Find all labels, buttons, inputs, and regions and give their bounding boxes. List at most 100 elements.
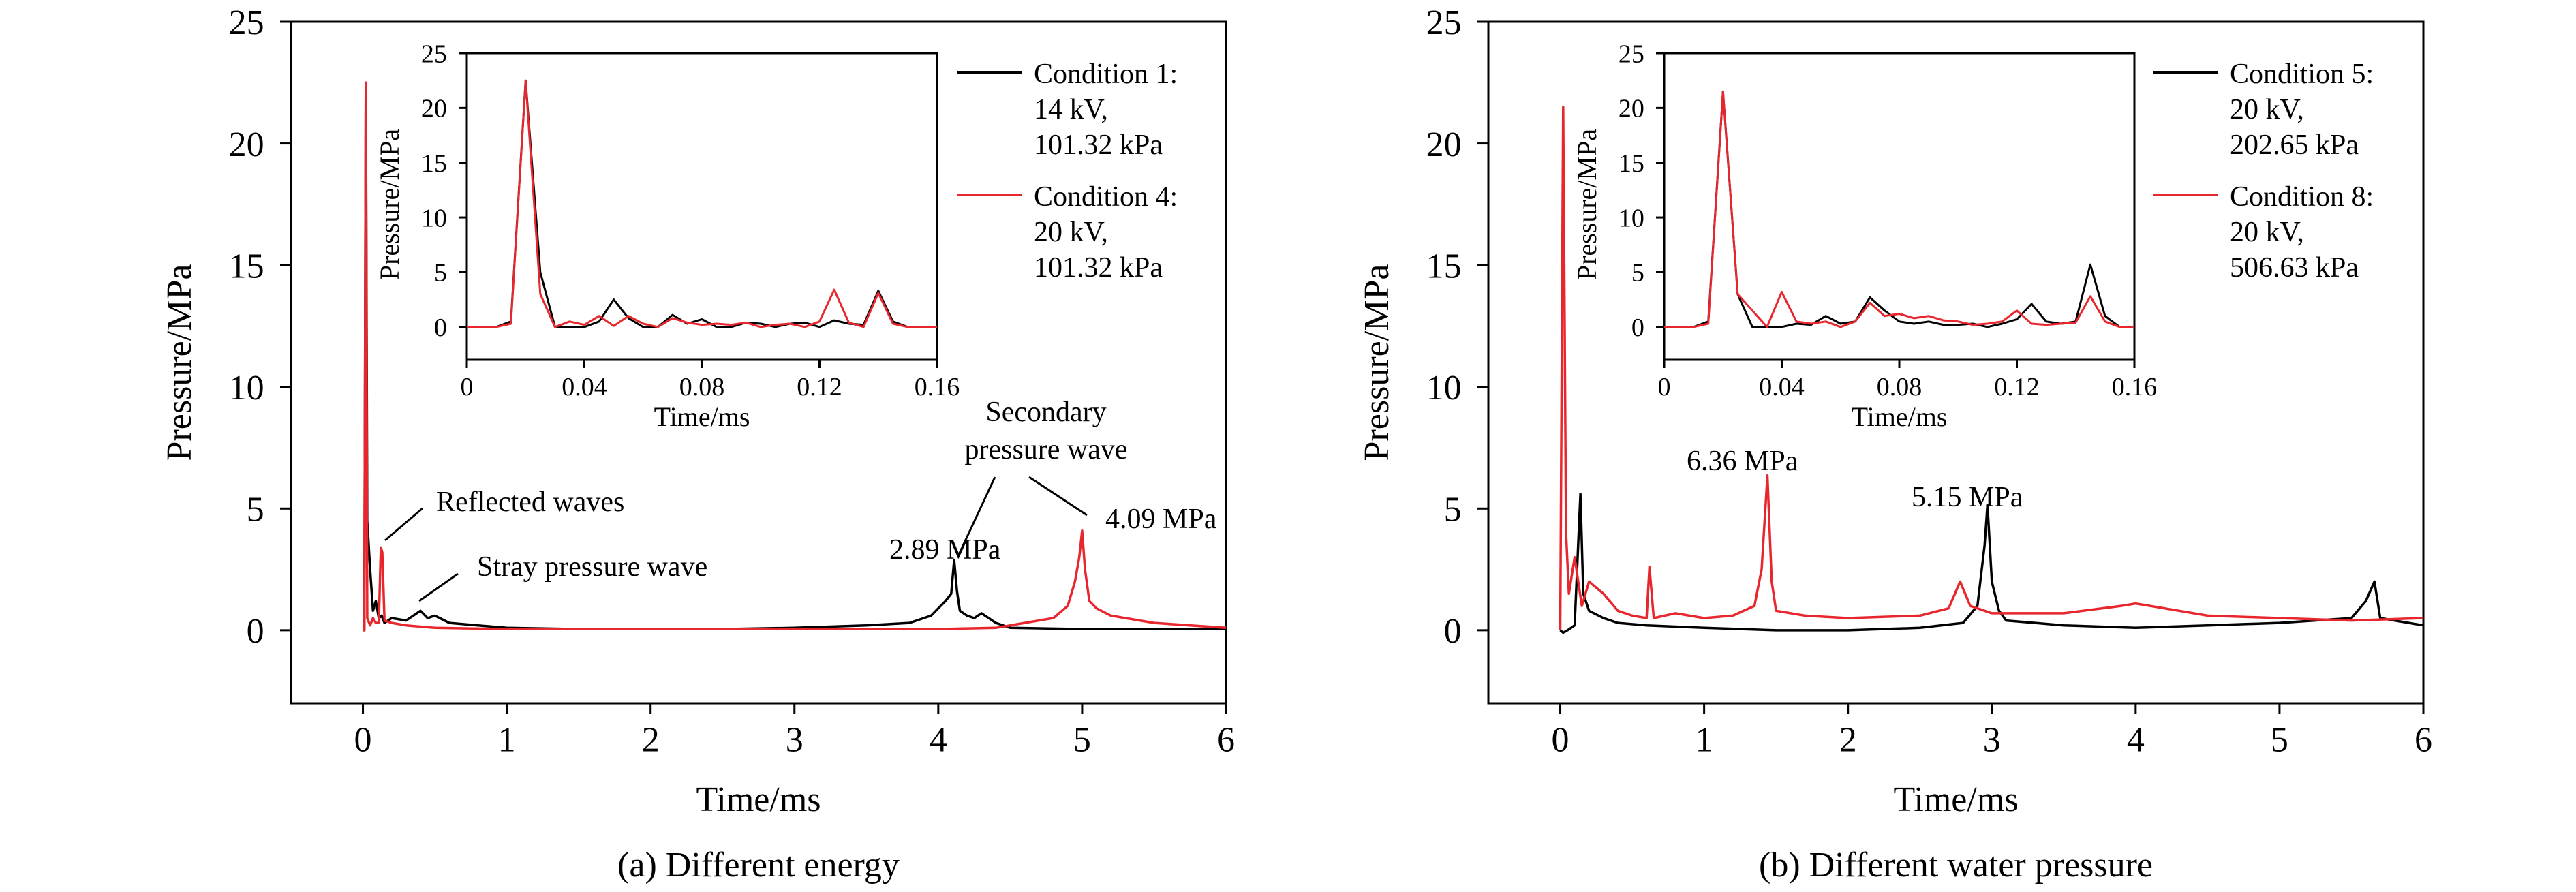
panel-a: 0 1 2 3 4 5 6 0 5 10 15 20 25 Time/ms Pressure/MPa (… [160,3,1235,885]
panel-a-y-tick-label: 10 [229,369,264,407]
annotation-reflected-waves: Reflected waves [436,487,624,518]
panel-a-inset-y-tick-label: 15 [421,149,447,178]
panel-a-y-tick-label: 15 [229,247,264,286]
panel-b-x-tick-label: 5 [2271,721,2288,760]
panel-b-inset-frame [1663,52,2136,361]
panel-a-series-line-2 [363,81,1227,632]
panel-b-inset-series-line-2 [1664,90,2134,328]
panel-b-inset-x-label: Time/ms [1852,401,1948,432]
annotation-leader-reflected-waves [384,507,423,542]
panel-a-main-plot: 0 1 2 3 4 5 6 0 5 10 15 20 25 [229,3,1235,759]
panel-b-y-tick-label: 5 [1444,490,1462,529]
panel-b-y-tick-label: 15 [1426,247,1462,286]
panel-a-inset-y-tick-label: 20 [421,95,447,123]
panel-b-plot-frame [1487,20,2425,705]
panel-a-y-tick-label: 25 [229,3,264,42]
panel-b-inset-x-tick-label: 0.08 [1877,373,1922,401]
annotation-leader-secondary-wave-2 [1028,476,1088,517]
panel-a-y-tick-label: 5 [247,490,264,529]
panel-b-series-lines [1559,106,2424,634]
panel-b-y-tick-label: 20 [1426,125,1462,164]
panel-b-y-tick-label: 25 [1426,3,1462,42]
annotation-peak-condition-5: 5.15 MPa [1912,482,2023,513]
legend-condition-1-line-3: 101.32 kPa [1034,129,1163,161]
panel-a-y-tick-label: 20 [229,125,264,164]
annotation-peak-condition-1: 2.89 MPa [889,534,1001,566]
panel-a-inset-x-label: Time/ms [654,401,750,432]
panel-a-x-tick-label: 6 [1217,721,1235,760]
panel-b-inset-y-tick-label: 0 [1631,313,1644,342]
annotation-leader-secondary-wave-1 [956,476,996,558]
panel-a-x-tick-label: 5 [1073,721,1091,760]
panel-b-x-tick-label: 2 [1839,721,1857,760]
panel-b-series-line-1 [1559,493,2424,634]
panel-b-inset-y-label: Pressure/MPa [1571,129,1602,280]
panel-b-axis-ticks: 0 1 2 3 4 5 6 0 5 10 15 20 25 [1426,3,2432,759]
panel-a-x-tick-label: 1 [498,721,516,760]
panel-a-inset-y-tick-label: 10 [421,204,447,232]
panel-a-inset-y-tick-label: 25 [421,40,447,68]
panel-a-series-lines [363,81,1227,632]
panel-a-inset-axis-ticks: 0 0.04 0.08 0.12 0.16 0 5 10 15 20 25 [421,40,960,401]
annotation-peak-condition-8: 6.36 MPa [1687,446,1798,477]
panel-b-inset-y-tick-label: 20 [1619,95,1644,123]
panel-a-annotations: Reflected waves Stray pressure wave 2.89… [384,397,1217,602]
legend-condition-5-line-3: 202.65 kPa [2230,129,2359,161]
legend-condition-8-line-3: 506.63 kPa [2230,252,2359,283]
annotation-stray-pressure-wave: Stray pressure wave [477,551,707,583]
panel-a-y-axis-label: Pressure/MPa [160,264,199,461]
annotation-secondary-line-1: Secondary [985,397,1106,428]
annotation-peak-condition-4: 4.09 MPa [1105,504,1217,535]
panel-b-inset-y-tick-label: 15 [1619,149,1644,178]
panel-b-legend: Condition 5: 20 kV, 202.65 kPa Condition… [2153,59,2374,283]
panel-a-inset-series-line-2 [467,79,937,328]
legend-condition-8-line-2: 20 kV, [2230,217,2304,248]
panel-b-caption: (b) Different water pressure [1759,846,2153,885]
legend-condition-4-line-2: 20 kV, [1034,217,1108,248]
panel-b-annotations: 6.36 MPa 5.15 MPa [1687,446,2023,513]
panel-a-legend: Condition 1: 14 kV, 101.32 kPa Condition… [957,59,1178,283]
panel-b-x-tick-label: 4 [2127,721,2145,760]
panel-a-inset-series-lines [467,79,937,328]
panel-a-inset-frame [465,52,938,361]
legend-condition-1-line-1: Condition 1: [1034,59,1178,90]
annotation-secondary-line-2: pressure wave [964,434,1127,465]
panel-b-x-tick-label: 6 [2414,721,2432,760]
panel-a-inset-x-tick-label: 0.12 [797,373,842,401]
panel-b-y-tick-label: 10 [1426,369,1462,407]
panel-b-inset-x-tick-label: 0.16 [2112,373,2158,401]
panel-b-inset-x-tick-label: 0.04 [1759,373,1805,401]
panel-a-x-axis-label: Time/ms [696,780,821,819]
panel-a-x-tick-label: 0 [354,721,372,760]
panel-b-y-tick-label: 0 [1444,612,1462,651]
panel-b-y-axis-label: Pressure/MPa [1358,264,1396,461]
panel-b-inset-x-tick-label: 0.12 [1994,373,2040,401]
legend-condition-4-line-1: Condition 4: [1034,181,1178,213]
panel-a-inset-y-tick-label: 5 [434,259,447,288]
panel-a-inset: 0 0.04 0.08 0.12 0.16 0 5 10 15 20 25 Time/ms Pres… [374,40,960,432]
legend-condition-5-line-2: 20 kV, [2230,94,2304,125]
annotation-leader-stray-pressure-wave [418,572,459,602]
panel-b-x-tick-label: 1 [1696,721,1713,760]
panel-a-inset-y-tick-label: 0 [434,313,447,342]
panel-a-axis-ticks: 0 1 2 3 4 5 6 0 5 10 15 20 25 [229,3,1235,759]
panel-a-inset-x-tick-label: 0.08 [679,373,725,401]
panel-b-inset-y-tick-label: 25 [1619,40,1644,68]
panel-b-inset-series-lines [1664,90,2134,328]
panel-a-inset-y-label: Pressure/MPa [374,129,405,280]
panel-a-y-tick-label: 0 [247,612,264,651]
panel-b-inset: 0 0.04 0.08 0.12 0.16 0 5 10 15 20 25 Time/ms Pres… [1571,40,2157,432]
panel-b-x-tick-label: 0 [1552,721,1569,760]
panel-a-x-tick-label: 2 [642,721,660,760]
panel-a-inset-x-tick-label: 0 [461,373,474,401]
panel-a-inset-x-tick-label: 0.16 [915,373,960,401]
panel-a-caption: (a) Different energy [617,846,900,885]
panel-b: 0 1 2 3 4 5 6 0 5 10 15 20 25 Time/ms Pressure/MPa (… [1358,3,2432,885]
panel-a-plot-frame [290,20,1227,705]
legend-condition-5-line-1: Condition 5: [2230,59,2374,90]
panel-b-x-axis-label: Time/ms [1893,780,2018,819]
legend-condition-4-line-3: 101.32 kPa [1034,252,1163,283]
panel-a-inset-x-tick-label: 0.04 [562,373,607,401]
